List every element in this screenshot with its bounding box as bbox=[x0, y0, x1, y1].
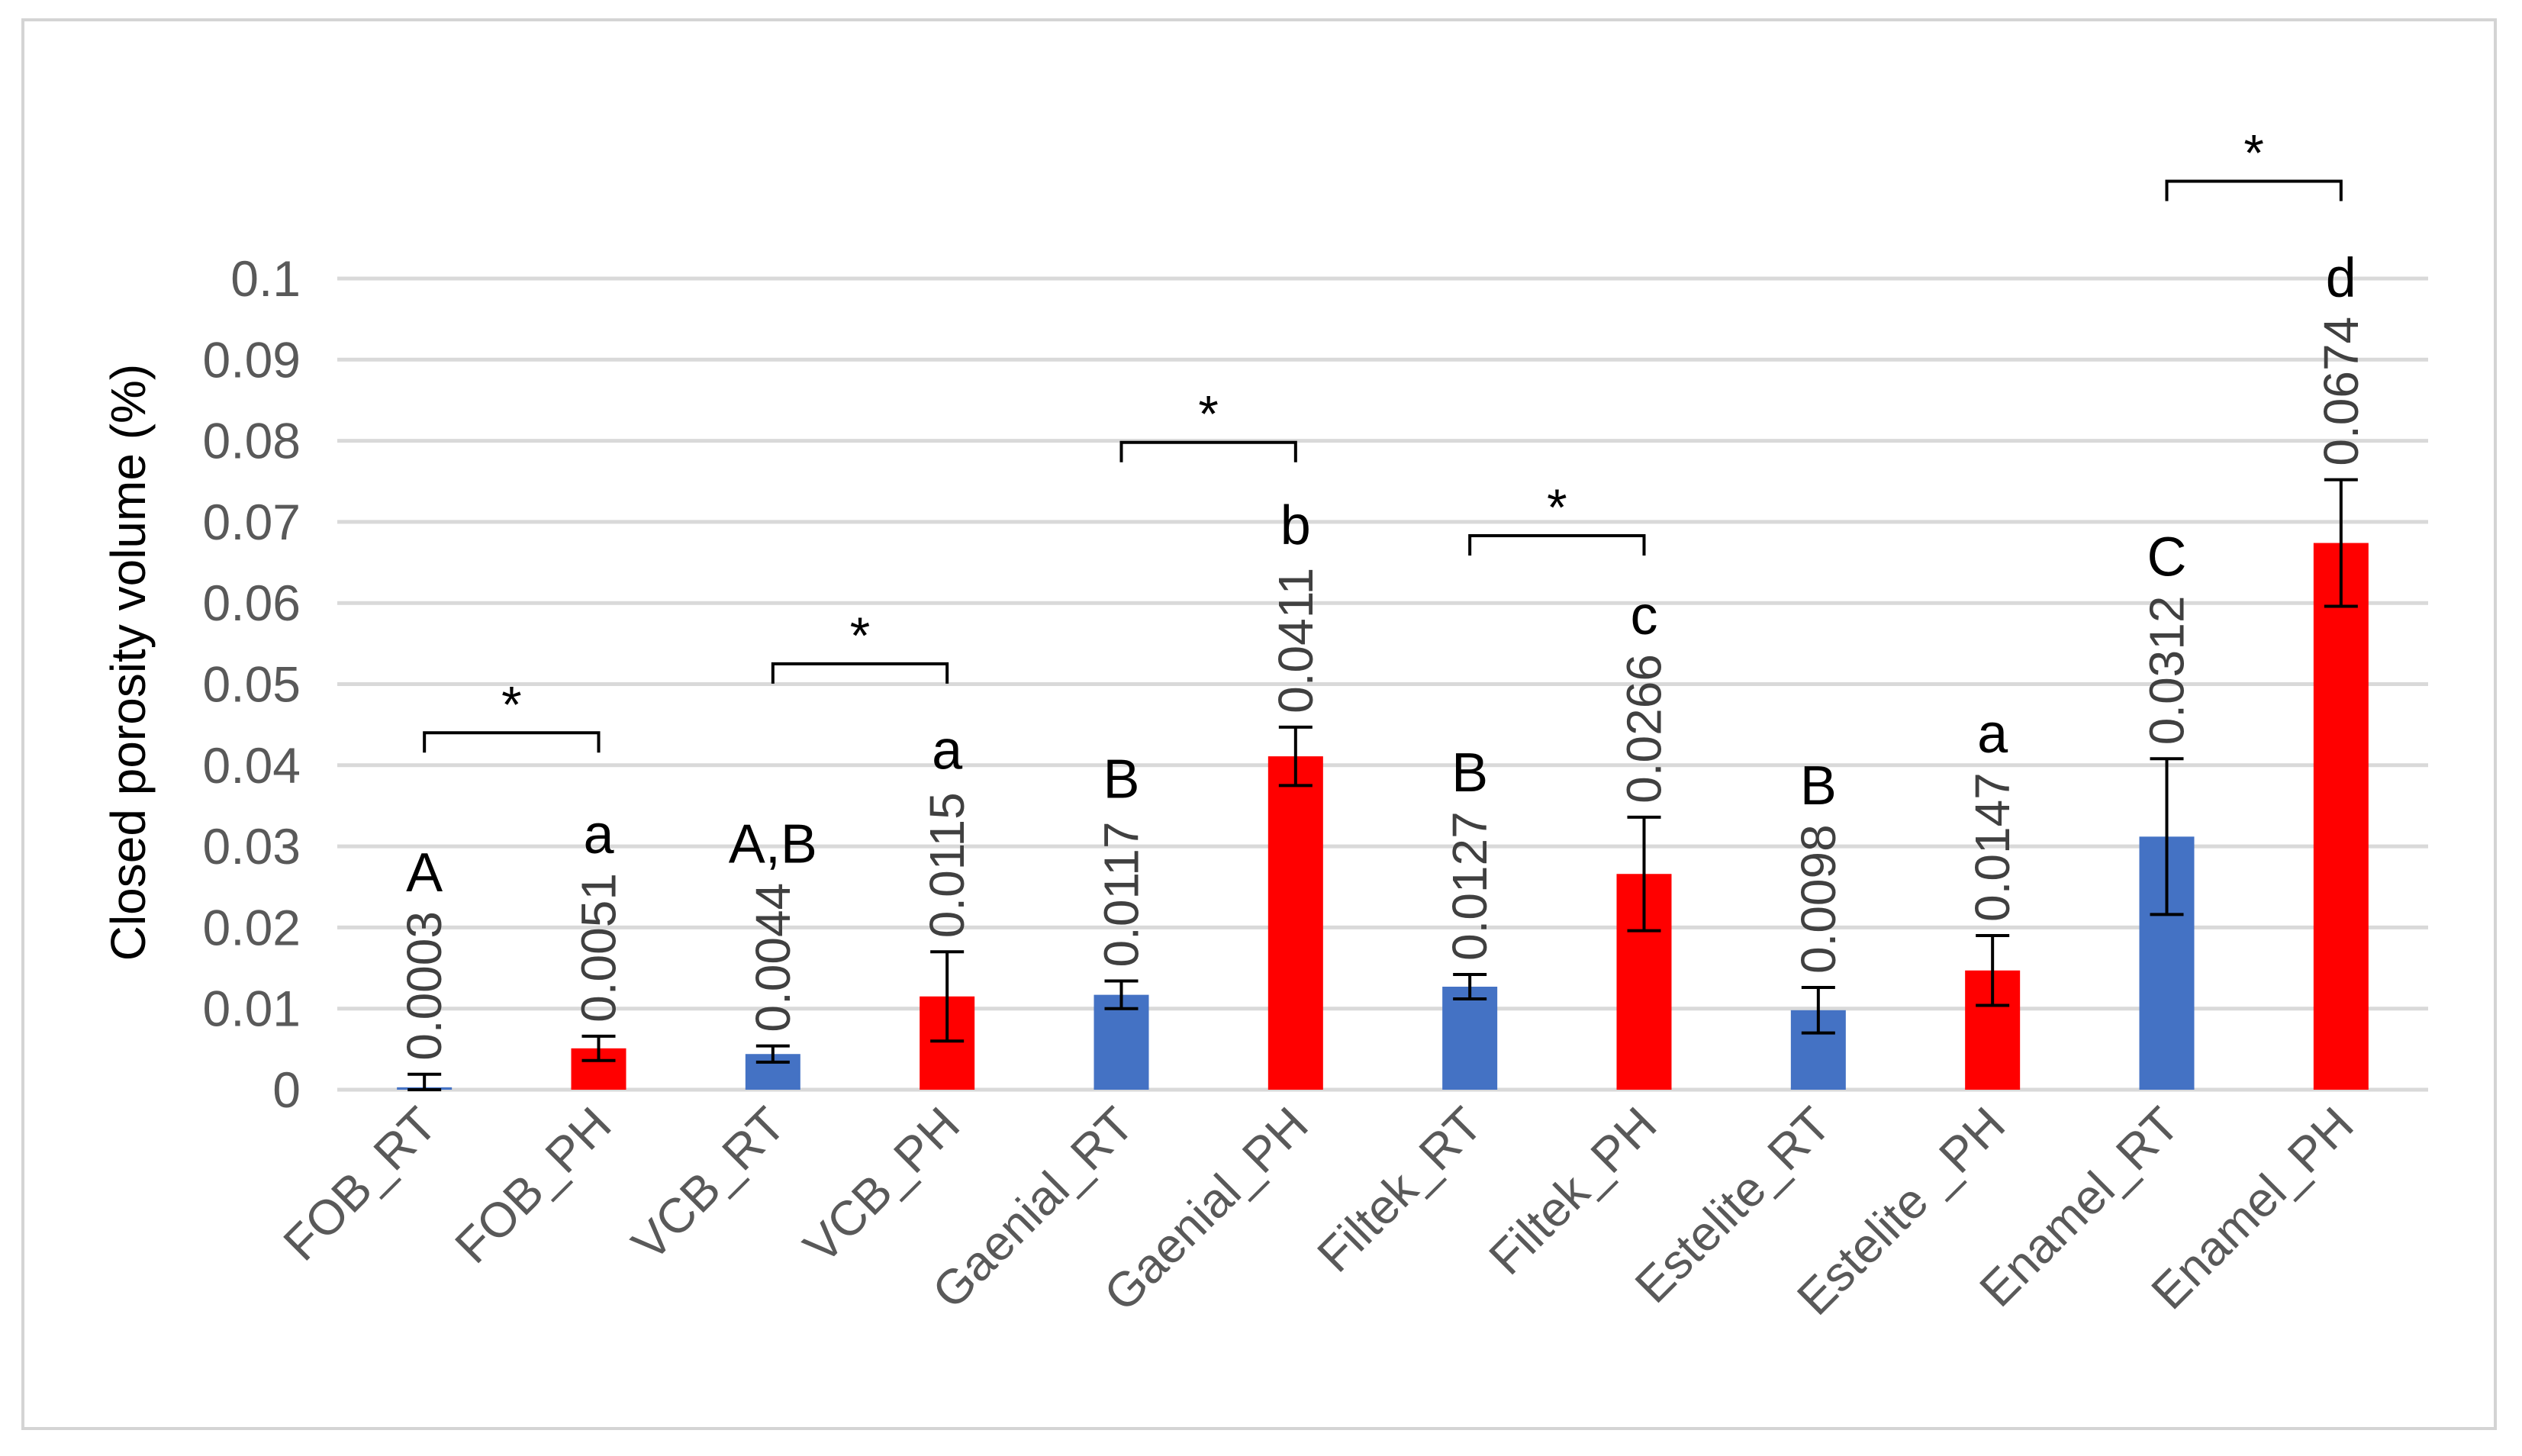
group-letter: C bbox=[2147, 527, 2187, 588]
significance-bracket bbox=[423, 731, 601, 753]
category-label: FOB_PH bbox=[444, 1097, 621, 1274]
y-tick-label: 0.04 bbox=[203, 737, 301, 794]
y-tick-label: 0.08 bbox=[203, 413, 301, 469]
value-label: 0.0115 bbox=[920, 792, 974, 938]
y-tick-label: 0.06 bbox=[203, 575, 301, 631]
significance-bracket bbox=[771, 662, 949, 684]
y-tick-label: 0.05 bbox=[203, 656, 301, 713]
value-label: 0.0098 bbox=[1791, 824, 1846, 974]
significance-bracket bbox=[1468, 533, 1646, 556]
significance-star: * bbox=[1198, 385, 1218, 443]
y-tick-label: 0 bbox=[272, 1061, 301, 1118]
category-label: VCB_PH bbox=[793, 1097, 970, 1274]
y-tick-label: 0.07 bbox=[203, 494, 301, 550]
significance-star: * bbox=[1547, 478, 1567, 536]
y-axis-label: Closed porosity volume (%) bbox=[101, 364, 156, 962]
value-label: 0.0411 bbox=[1268, 568, 1323, 714]
value-label: 0.0147 bbox=[1965, 772, 2020, 922]
value-label: 0.0674 bbox=[2314, 317, 2369, 466]
group-letter: B bbox=[1800, 755, 1837, 817]
y-tick-label: 0.1 bbox=[230, 250, 301, 307]
category-label: VCB_RT bbox=[621, 1097, 796, 1271]
group-letter: A,B bbox=[729, 814, 817, 875]
group-letter: A bbox=[406, 842, 443, 904]
group-letter: B bbox=[1451, 742, 1488, 804]
group-letter: c bbox=[1631, 585, 1658, 646]
value-label: 0.0003 bbox=[397, 911, 452, 1061]
value-label: 0.0051 bbox=[572, 873, 626, 1023]
significance-star: * bbox=[850, 607, 870, 665]
category-label: FOB_RT bbox=[272, 1097, 447, 1271]
group-letter: B bbox=[1103, 749, 1139, 810]
y-tick-label: 0.09 bbox=[203, 331, 301, 388]
y-axis-ticks: 0 0.01 0.02 0.03 0.04 0.05 0.06 0.07 0.08 0.09 0.1 bbox=[203, 250, 301, 1118]
significance-bracket bbox=[1119, 440, 1297, 462]
value-label: 0.0044 bbox=[746, 883, 800, 1032]
category-label: Filtek_RT bbox=[1306, 1097, 1493, 1283]
category-label: Filtek_PH bbox=[1478, 1097, 1667, 1285]
bar bbox=[1094, 994, 1149, 1090]
value-labels: 0.0003 0.0051 0.0044 0.0115 0.0117 0.0411 0.01… bbox=[397, 317, 2369, 1061]
bar-chart: 0 0.01 0.02 0.03 0.04 0.05 0.06 0.07 0.08 0.09 0.1… bbox=[101, 124, 2428, 1326]
bar bbox=[1267, 756, 1323, 1090]
y-tick-label: 0.01 bbox=[203, 981, 301, 1037]
group-letters: Aa A,B a Bb Bc Ba Cd bbox=[406, 248, 2356, 904]
gridlines bbox=[337, 276, 2428, 1092]
value-label: 0.0117 bbox=[1094, 822, 1149, 968]
group-letter: d bbox=[2326, 248, 2356, 309]
bar bbox=[2313, 543, 2369, 1090]
significance-bracket bbox=[2165, 179, 2343, 201]
group-letter: b bbox=[1280, 495, 1311, 556]
significance-brackets: * * * * * bbox=[423, 124, 2343, 753]
group-letter: a bbox=[932, 720, 963, 781]
y-tick-label: 0.03 bbox=[203, 818, 301, 875]
error-bars bbox=[407, 478, 2358, 1091]
value-label: 0.0266 bbox=[1617, 654, 1672, 804]
group-letter: a bbox=[583, 804, 614, 865]
significance-star: * bbox=[2243, 124, 2263, 182]
y-tick-label: 0.02 bbox=[203, 899, 301, 955]
value-label: 0.0127 bbox=[1442, 811, 1497, 961]
value-label: 0.0312 bbox=[2140, 596, 2195, 746]
chart-frame: 0 0.01 0.02 0.03 0.04 0.05 0.06 0.07 0.08 0.09 0.1… bbox=[21, 18, 2497, 1430]
group-letter: a bbox=[1977, 704, 2008, 765]
bar bbox=[1442, 986, 1498, 1090]
significance-star: * bbox=[501, 675, 521, 733]
